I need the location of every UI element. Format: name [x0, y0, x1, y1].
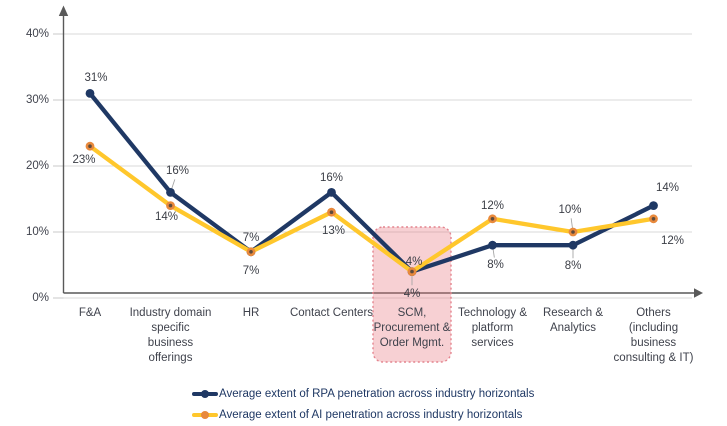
category-label: Research & Analytics [542, 307, 604, 334]
data-label: 10% [558, 204, 582, 216]
legend-item: Average extent of AI penetration across … [192, 404, 534, 425]
data-point-marker [488, 240, 497, 250]
data-point-marker [649, 201, 658, 211]
y-axis-tick-label: 30% [25, 94, 49, 106]
data-point-marker [166, 188, 175, 197]
category-label: Contact Centers [289, 307, 374, 319]
legend-item: Average extent of RPA penetration across… [192, 383, 534, 404]
legend-dot-icon [201, 410, 209, 419]
data-label: 14% [154, 210, 179, 223]
data-label: 7% [242, 231, 260, 244]
data-point-marker-center [88, 144, 92, 148]
category-label: Technology & platform services [457, 307, 528, 349]
chart-legend: Average extent of RPA penetration across… [192, 383, 534, 425]
data-label: 16% [165, 165, 190, 178]
data-label: 4% [403, 287, 421, 300]
x-axis-arrowhead [694, 288, 703, 298]
data-point-marker-center [571, 230, 575, 234]
data-label: 7% [242, 264, 260, 277]
y-axis-tick-label: 40% [25, 28, 49, 40]
category-label: SCM, Procurement & Order Mgmt. [373, 307, 451, 349]
legend-dot-icon [201, 389, 209, 398]
data-point-marker-center [168, 203, 173, 208]
data-point-marker-center [410, 269, 414, 274]
series-line-rpa [87, 91, 656, 274]
data-point-marker [85, 89, 95, 98]
category-label: Others (including business consulting & … [613, 307, 694, 364]
y-axis-tick-label: 10% [25, 226, 49, 238]
data-label: 12% [480, 199, 505, 212]
data-label: 23% [72, 154, 96, 167]
y-axis-tick-label: 20% [25, 160, 49, 172]
data-point-marker [568, 240, 578, 250]
data-label: 31% [84, 72, 108, 85]
category-label: Industry domain specific business offeri… [129, 307, 212, 364]
data-label: 8% [487, 259, 504, 272]
data-label: 13% [321, 225, 346, 238]
legend-line-marker-icon [192, 389, 218, 398]
legend-line-marker-icon [192, 410, 218, 419]
data-point-marker-center [249, 250, 253, 254]
data-label: 16% [319, 172, 344, 185]
y-axis-tick-label: 0% [32, 292, 49, 304]
legend-label: Average extent of RPA penetration across… [219, 387, 535, 400]
data-point-marker-center [329, 210, 334, 214]
data-point-marker-center [651, 217, 656, 221]
category-label: HR [242, 307, 260, 319]
series-line-ai [87, 144, 656, 274]
data-label: 14% [655, 181, 680, 194]
data-point-marker-center [490, 217, 495, 221]
data-label: 4% [405, 255, 423, 268]
data-label: 12% [660, 234, 685, 247]
data-label: 8% [564, 260, 582, 273]
y-axis-arrowhead [58, 5, 69, 16]
legend-label: Average extent of AI penetration across … [219, 408, 523, 421]
category-label: F&A [78, 307, 102, 319]
data-point-marker [327, 188, 336, 197]
